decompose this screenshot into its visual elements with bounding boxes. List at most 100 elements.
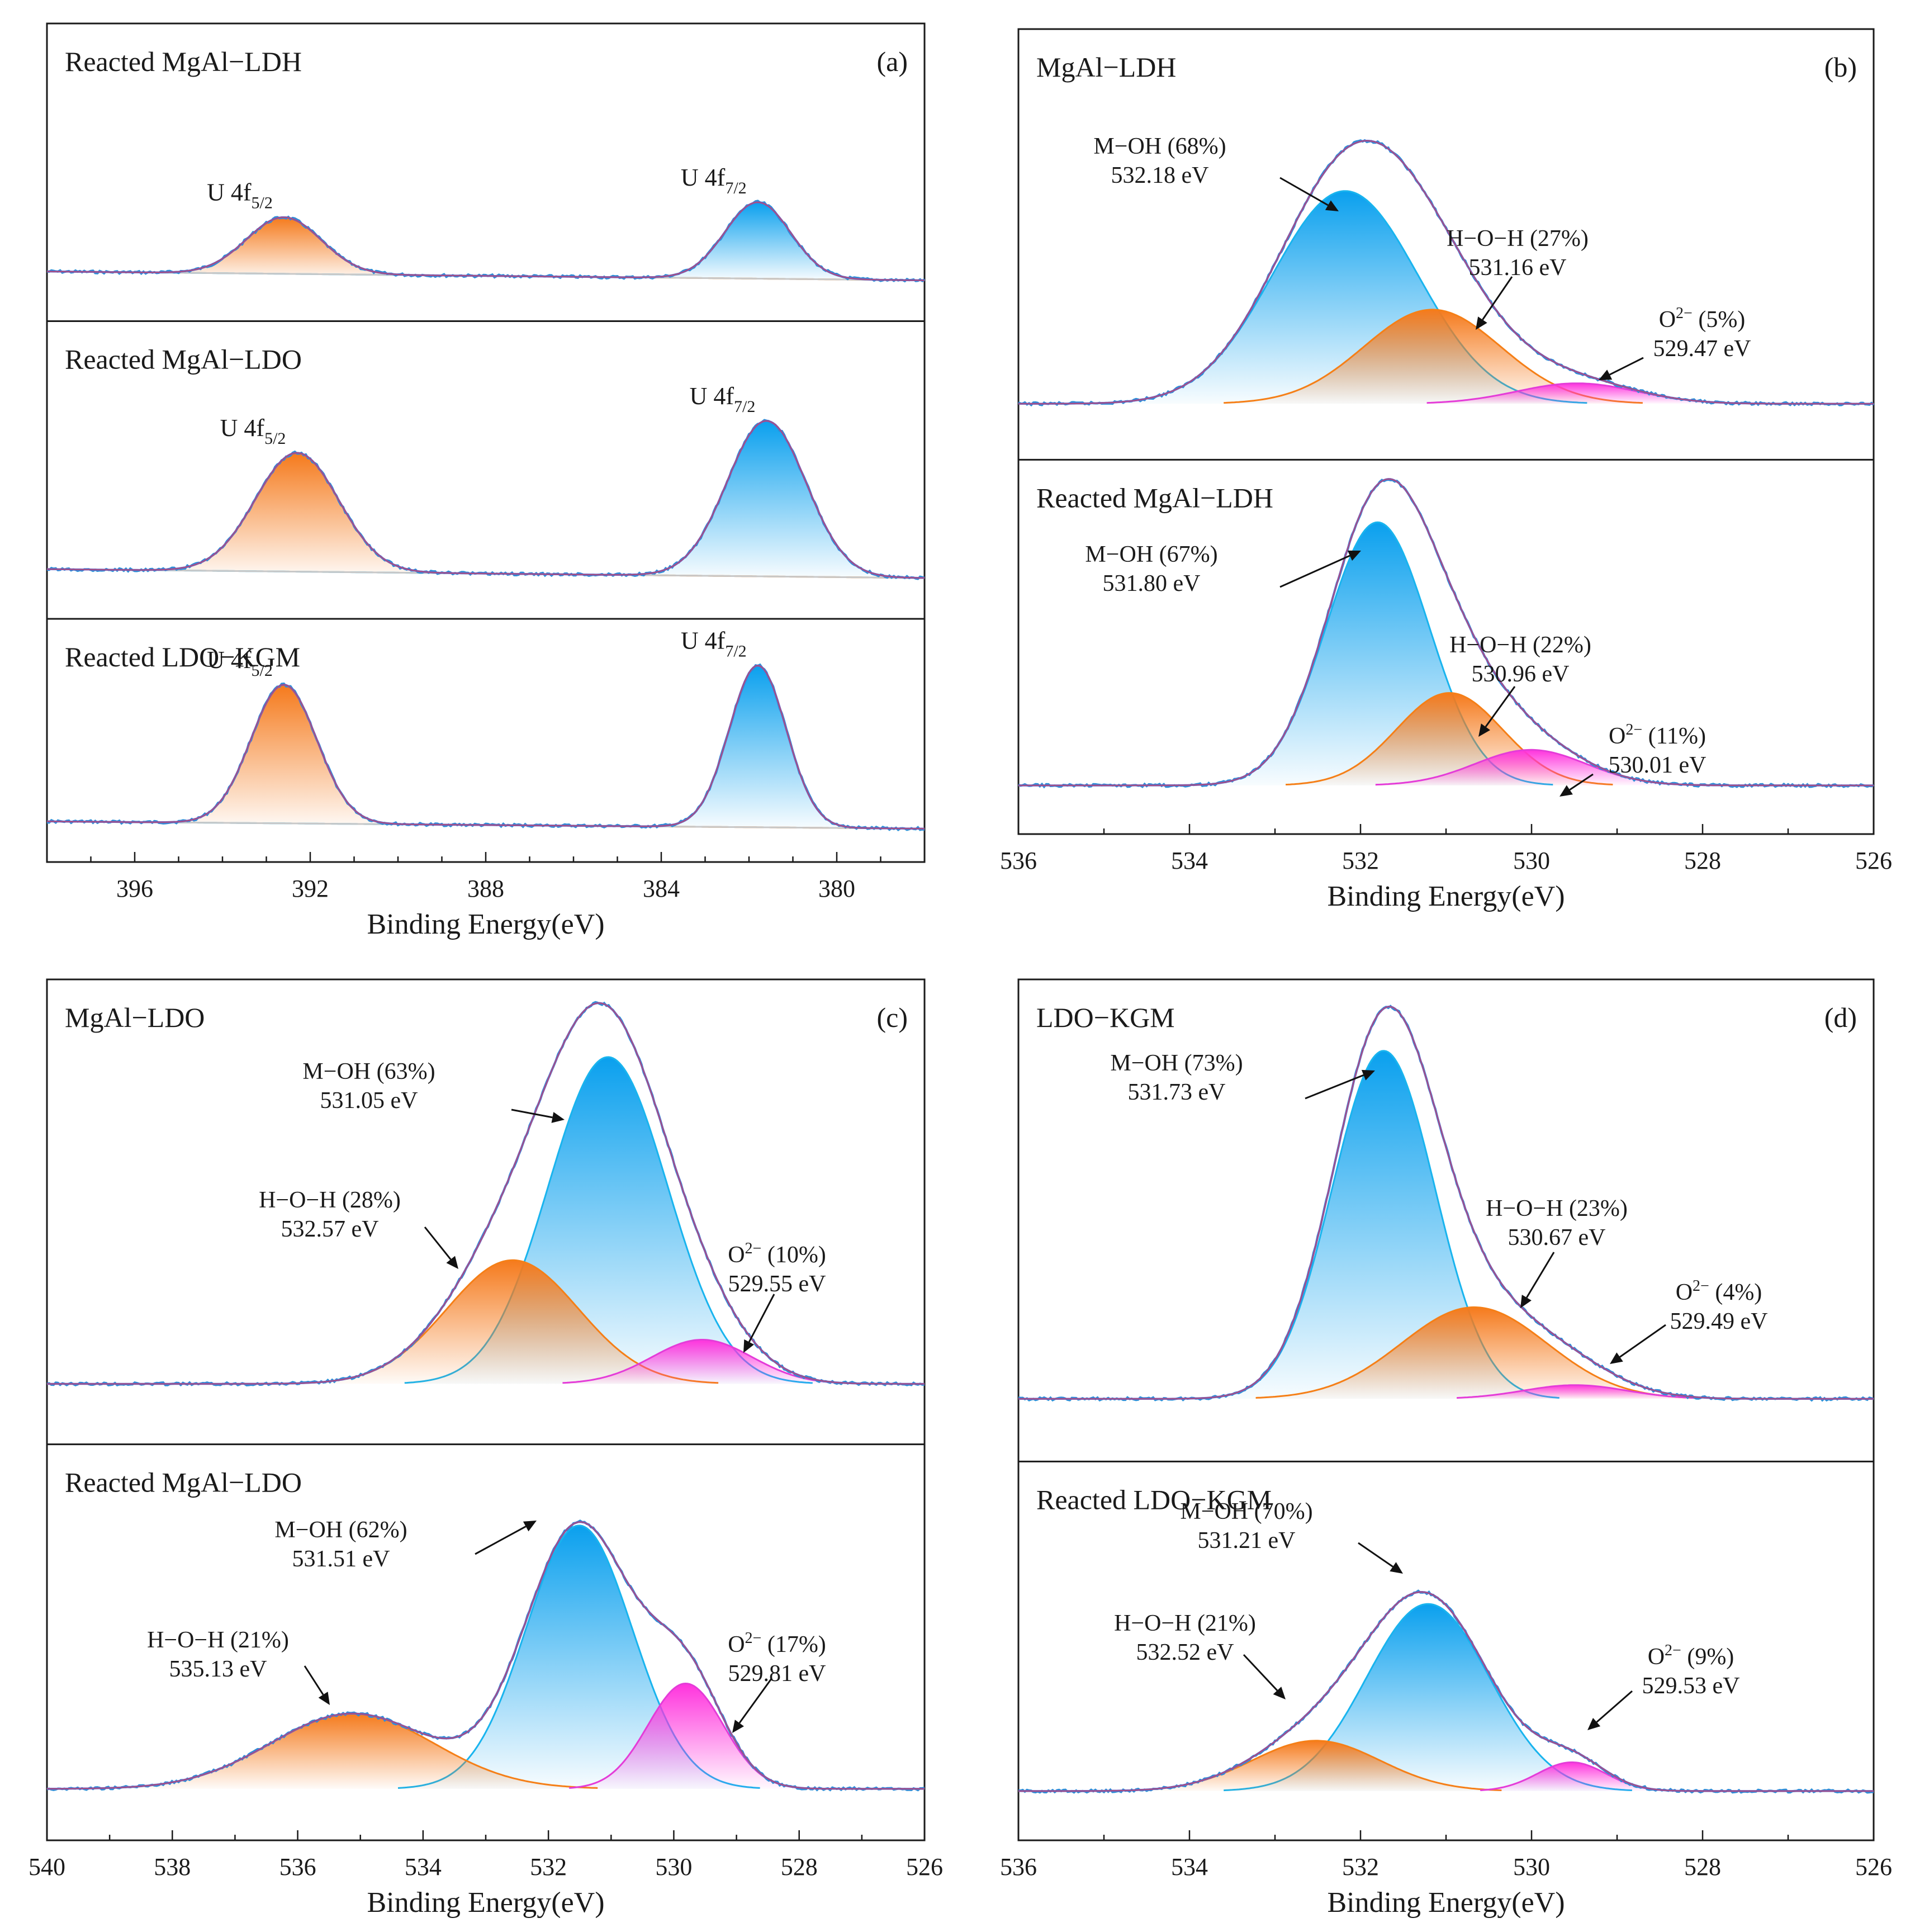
peak-energy-label: 531.21 eV: [1198, 1528, 1296, 1554]
annotation-arrow: [1609, 357, 1644, 376]
peak-name-label: O: [1659, 307, 1676, 333]
peak-name-sup: 2−: [745, 1240, 762, 1257]
subplot-1: MgAl−LDH M−OH (68%) 532.18 eV H−O−H (27%) 53…: [1018, 51, 1875, 407]
peak-energy-label: 529.53 eV: [1642, 1673, 1740, 1699]
fit-line: [47, 1002, 925, 1385]
peak-fill-orange: [47, 453, 925, 578]
peak-name-sup: 2−: [1693, 1277, 1709, 1295]
arrow-head: [1361, 1069, 1375, 1081]
peak-annotation: M−OH (73%): [1110, 1050, 1243, 1076]
fit-line: [47, 1521, 925, 1789]
x-tick-label: 526: [906, 1853, 943, 1881]
peak-label-sub: 7/2: [734, 397, 755, 416]
peak-label-main: U 4f: [681, 164, 726, 191]
peak-fill-magenta: [1426, 383, 1728, 404]
peak-name-label: H−O−H (27%): [1447, 226, 1589, 252]
peak-name-label: M−OH (63%): [302, 1059, 435, 1085]
peak-energy-label: 531.73 eV: [1128, 1079, 1226, 1105]
arrow-head: [446, 1256, 458, 1269]
peak-name-sup: 2−: [1676, 305, 1693, 322]
annotation-arrow: [511, 1109, 553, 1119]
fit-line: [1018, 1592, 1874, 1792]
peak-name-label: H−O−H (28%): [259, 1187, 401, 1213]
peak-fill-orange: [1129, 1740, 1502, 1791]
peak-label-sub: 7/2: [725, 179, 746, 197]
peak-name-label: H−O−H (21%): [147, 1627, 289, 1653]
x-tick-label: 528: [1684, 1853, 1721, 1881]
annotation-arrow: [1305, 1074, 1364, 1100]
peak-energy-label: 531.80 eV: [1103, 571, 1201, 596]
arrow-head: [1390, 1562, 1403, 1574]
subplot-2: Reacted MgAl−LDH M−OH (67%) 531.80 eV H−O−H…: [1018, 478, 1875, 797]
peak-fill-orange: [47, 217, 925, 281]
peak-fill-blue: [47, 420, 925, 578]
annotation-arrow: [1619, 1324, 1666, 1358]
peak-annotation: M−OH (63%): [302, 1059, 435, 1085]
peak-energy-label: 530.96 eV: [1472, 661, 1570, 687]
peak-label-main: U 4f: [690, 382, 734, 410]
peak-fill-orange: [106, 1713, 598, 1789]
peak-name-label: H−O−H (23%): [1486, 1196, 1628, 1221]
peak-energy-label: 532.18 eV: [1111, 163, 1209, 188]
x-axis-label: Binding Energy(eV): [367, 1887, 604, 1919]
peak-fill-blue: [1208, 1050, 1560, 1399]
x-tick-label: 532: [1342, 847, 1379, 874]
subplot-2: Reacted MgAl−LDO M−OH (62%) 531.51 eV H−O−H…: [46, 1467, 925, 1792]
arrow-head: [1599, 370, 1613, 380]
peak-annotation: M−OH (70%): [1180, 1499, 1312, 1524]
x-tick-label: 528: [1684, 847, 1721, 874]
peak-annotation: H−O−H (28%): [259, 1187, 401, 1213]
peak-label-sub: 5/2: [264, 429, 286, 448]
peak-fill-blue: [404, 1057, 813, 1384]
panel-label: (c): [877, 1002, 908, 1033]
peak-name-label: M−OH (73%): [1110, 1050, 1243, 1076]
x-tick-label: 528: [781, 1853, 818, 1881]
annotation-arrow: [738, 1678, 772, 1724]
arrow-head: [743, 1339, 755, 1353]
annotation-arrow: [1243, 1654, 1278, 1691]
peak-label: U 4f5/2: [220, 414, 286, 448]
peak-fill-orange: [306, 1260, 719, 1384]
peak-name-sup: 2−: [1665, 1642, 1681, 1659]
peak-energy-label: 529.49 eV: [1670, 1309, 1768, 1334]
peak-label-sub: 7/2: [725, 642, 746, 661]
x-tick-label: 536: [279, 1853, 316, 1881]
peak-percent-label: (17%): [761, 1632, 826, 1658]
annotation-arrow: [1526, 1252, 1555, 1298]
annotation-arrow: [1596, 1690, 1633, 1723]
peak-name-label: O: [728, 1632, 745, 1658]
x-tick-label: 526: [1855, 847, 1892, 874]
x-tick-label: 534: [405, 1853, 442, 1881]
arrow-head: [732, 1720, 744, 1733]
peak-annotation: O2− (17%): [728, 1630, 826, 1658]
x-tick-label: 530: [655, 1853, 692, 1881]
x-tick-label: 380: [818, 875, 855, 902]
peak-annotation: O2− (10%): [728, 1240, 826, 1268]
x-tick-label: 388: [467, 875, 504, 902]
x-tick-label: 392: [292, 875, 329, 902]
panel-b: (b) 536 534 532 530 528 526 Binding Energy(eV) M…: [1000, 28, 1892, 912]
annotation-arrow: [1279, 177, 1329, 206]
panel-d: (d) 536 534 532 530 528 526 Binding Energy(eV) L…: [1000, 978, 1892, 1919]
panel-c: (c) 540 538 536 534 532 530 528 526 Binding Energ…: [29, 978, 943, 1919]
annotation-arrow: [304, 1665, 324, 1696]
fit-line: [46, 665, 925, 830]
peak-annotation: O2− (9%): [1648, 1642, 1734, 1670]
peak-energy-label: 531.16 eV: [1469, 255, 1567, 281]
peak-name-label: O: [1648, 1644, 1665, 1670]
subplot-title: MgAl−LDO: [65, 1002, 205, 1033]
peak-percent-label: (10%): [761, 1242, 826, 1268]
annotation-arrow: [1485, 686, 1516, 728]
panel-label: (a): [877, 46, 908, 77]
x-tick-label: 530: [1513, 847, 1550, 874]
peak-label: U 4f7/2: [690, 382, 756, 416]
panel-label: (b): [1824, 51, 1857, 83]
peak-annotation: H−O−H (22%): [1449, 632, 1591, 658]
subplot-title: Reacted MgAl−LDO: [65, 344, 302, 375]
peak-fill-orange: [1255, 1307, 1694, 1399]
x-tick-label: 532: [530, 1853, 567, 1881]
peak-annotation: M−OH (67%): [1085, 542, 1217, 567]
annotation-arrow: [1482, 276, 1513, 320]
